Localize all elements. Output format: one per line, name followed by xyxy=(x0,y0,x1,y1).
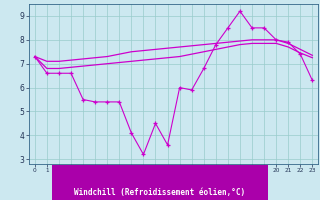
Text: Windchill (Refroidissement éolien,°C): Windchill (Refroidissement éolien,°C) xyxy=(75,188,245,196)
